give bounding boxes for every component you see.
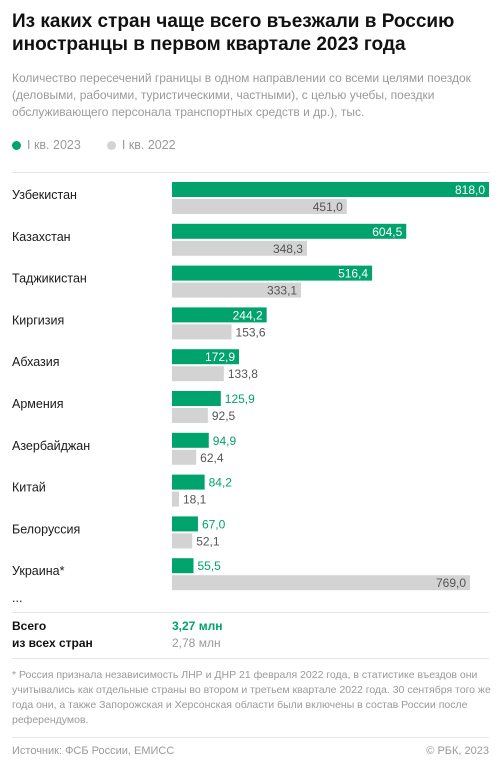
value-label-2022-5: 92,5 [212,409,236,423]
value-label-2022-6: 62,4 [200,451,224,465]
legend-label-2023: I кв. 2023 [27,138,81,152]
value-label-2023-1: 604,5 [372,225,402,239]
bar-2023-1 [172,223,407,239]
divider-top [12,172,489,173]
bar-2022-8 [172,533,193,549]
legend: I кв. 2023 I кв. 2022 [12,137,202,153]
value-label-2023-5: 125,9 [225,392,255,406]
page-title: Из каких стран чаще всего въезжали в Рос… [12,11,455,55]
bar-2022-3 [172,324,232,340]
legend-label-2022: I кв. 2022 [121,138,176,152]
category-label-5: Армения [12,397,64,411]
value-label-2022-4: 133,8 [228,367,258,381]
bar-2022-9 [172,575,471,591]
bar-chart: Узбекистан 818,0 451,0 Казахстан 604,5 348,3 Т… [12,182,489,605]
value-label-2023-7: 84,2 [209,476,233,490]
totals-value-2022: 2,78 млн [172,636,221,650]
bar-2023-0 [172,182,489,197]
bar-2023-8 [172,516,198,532]
value-label-2022-2: 333,1 [267,284,297,298]
copyright-text: © РБК, 2023 [426,745,489,757]
category-label-0: Узбекистан [12,188,77,202]
category-label-1: Казахстан [12,230,71,244]
totals-value-2023: 3,27 млн [172,619,223,633]
ellipsis-label: ... [12,591,22,605]
value-label-2023-3: 244,2 [233,308,263,322]
category-label-4: Абхазия [12,355,60,369]
category-label-6: Азербайджан [12,439,90,453]
bar-2022-5 [172,408,208,423]
category-label-9: Украина* [12,564,65,578]
bar-2023-7 [172,474,205,490]
value-label-2023-4: 172,9 [205,350,235,364]
bar-2022-4 [172,366,224,382]
legend-item-2023: I кв. 2023 [12,138,81,152]
divider-footnote [12,658,489,659]
value-label-2022-7: 18,1 [183,493,207,507]
bar-2023-6 [172,432,209,448]
value-label-2023-9: 55,5 [198,559,222,573]
legend-swatch-2023 [12,140,21,150]
value-label-2022-9: 769,0 [436,576,466,590]
source-text: Источник: ФСБ России, ЕМИСС [12,745,175,757]
legend-swatch-2022 [106,140,116,150]
bar-2023-9 [172,558,194,574]
divider-footer [12,737,489,738]
bar-2022-0 [172,199,347,214]
value-label-2022-1: 348,3 [273,242,303,256]
bar-2022-1 [172,240,307,256]
category-label-7: Китай [12,481,46,495]
bar-2023-5 [172,391,221,406]
category-label-3: Киргизия [12,313,64,327]
category-label-8: Белоруссия [12,522,80,536]
bar-2022-6 [172,449,197,465]
category-label-2: Таджикистан [12,272,87,286]
value-label-2022-0: 451,0 [313,200,343,214]
legend-item-2022: I кв. 2022 [106,138,176,152]
bar-2023-4 [172,349,240,365]
value-label-2023-2: 516,4 [338,267,368,281]
totals-label-line1: Всего [12,619,47,633]
value-label-2023-8: 67,0 [202,517,226,531]
divider-totals [12,612,489,613]
bar-2023-2 [172,265,373,281]
value-label-2023-6: 94,9 [213,434,237,448]
footnote: * Россия признала независимость ЛНР и ДН… [12,669,491,726]
value-label-2022-3: 153,6 [236,325,266,339]
bar-2022-2 [172,282,302,298]
page-subtitle: Количество пересечений границы в одном н… [12,71,471,119]
bar-2022-7 [172,491,180,507]
value-label-2022-8: 52,1 [196,534,220,548]
value-label-2023-0: 818,0 [455,183,485,197]
totals-label-line2: из всех стран [12,636,93,650]
bar-2023-3 [172,307,267,323]
